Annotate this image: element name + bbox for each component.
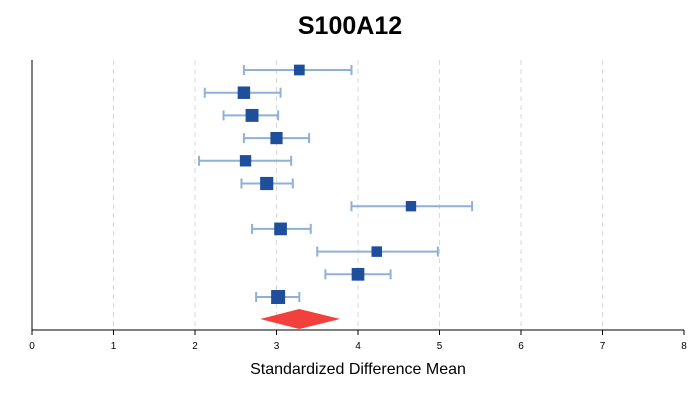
study-row xyxy=(198,155,293,167)
effect-size-box xyxy=(270,132,283,145)
effect-size-box xyxy=(237,86,251,99)
effect-size-box xyxy=(271,290,286,304)
study-row xyxy=(324,267,392,281)
x-tick-label: 7 xyxy=(600,341,606,352)
x-tick-label: 2 xyxy=(192,341,198,352)
x-tick-label: 5 xyxy=(437,341,443,352)
effect-size-box xyxy=(239,155,252,167)
study-row xyxy=(255,290,301,304)
pooled-estimate-diamond xyxy=(260,309,341,329)
effect-size-box xyxy=(405,201,417,212)
x-tick-label: 4 xyxy=(355,341,361,352)
x-tick-label: 8 xyxy=(681,341,687,352)
effect-size-box xyxy=(274,222,287,236)
effect-size-box xyxy=(245,108,259,122)
study-row xyxy=(203,86,282,99)
effect-size-box xyxy=(351,267,365,281)
grid-layer xyxy=(113,60,603,330)
x-tick-label: 0 xyxy=(29,341,35,352)
study-row xyxy=(350,201,474,212)
study-row xyxy=(242,132,311,145)
study-row xyxy=(316,246,439,257)
marks-layer xyxy=(198,64,474,329)
study-row xyxy=(222,108,280,122)
chart-title: S100A12 xyxy=(297,12,403,40)
effect-size-box xyxy=(371,246,383,257)
study-row xyxy=(242,64,353,76)
effect-size-box xyxy=(260,176,274,191)
x-tick-label: 3 xyxy=(274,341,280,352)
axis-layer: 0 1 2 3 4 5 6 7 8 xyxy=(29,60,687,352)
x-tick-label: 1 xyxy=(111,341,117,352)
study-row xyxy=(251,222,312,236)
study-row xyxy=(240,176,294,191)
effect-size-box xyxy=(293,64,305,76)
x-tick-label: 6 xyxy=(518,341,524,352)
x-axis-label: Standardized Difference Mean xyxy=(250,361,466,378)
